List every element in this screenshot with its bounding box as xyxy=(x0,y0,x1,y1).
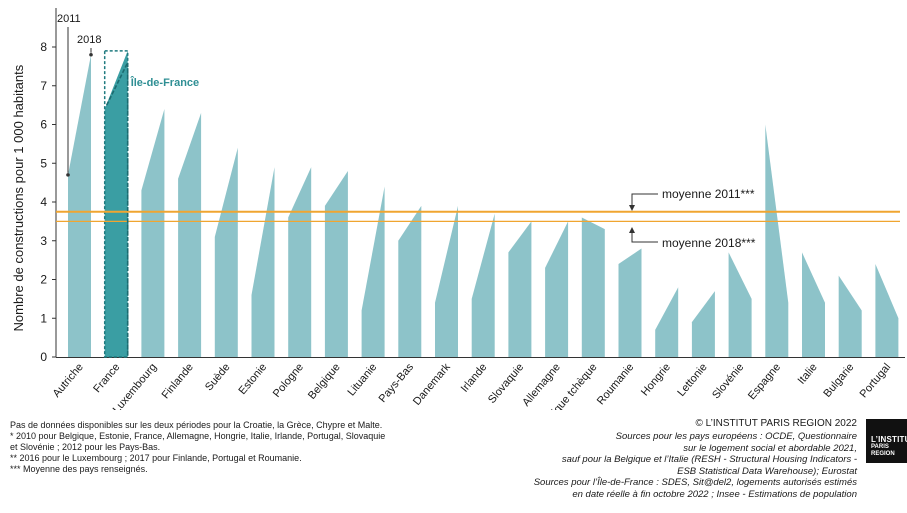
bar-area-belgique xyxy=(324,171,348,357)
x-category-label: Slovénie xyxy=(710,361,746,401)
average-label-2011: moyenne 2011*** xyxy=(662,187,755,201)
construction-rate-chart: 0 1 2 3 4 5 6 7 8 Nombre de constructions pour 1 … xyxy=(11,8,905,410)
idf-label: Île-de-France xyxy=(130,76,199,89)
bar-area-bulgarie xyxy=(838,275,862,357)
bar-area-italie xyxy=(802,252,825,357)
y-tick-label: 1 xyxy=(40,311,47,325)
y-tick-label: 2 xyxy=(40,273,47,287)
year-dot-2011 xyxy=(66,173,70,177)
x-category-label: Roumanie xyxy=(595,361,636,407)
bar-area-portugal xyxy=(875,264,899,357)
bar-area-république-tchèque xyxy=(581,217,605,357)
bar-area-irlande xyxy=(471,213,495,357)
year-dot-2018 xyxy=(89,52,93,57)
bar-area-slovaquie xyxy=(508,221,532,357)
x-category-label: Portugal xyxy=(858,361,894,400)
x-category-label: Bulgarie xyxy=(821,361,856,400)
x-category-label: Hongrie xyxy=(639,361,673,398)
average-label-2018: moyenne 2018*** xyxy=(662,236,756,250)
average-arrowhead-2011 xyxy=(629,205,635,211)
bar-area-suède xyxy=(214,147,238,357)
y-tick-label: 6 xyxy=(40,118,47,132)
x-category-label: Slovaquie xyxy=(486,361,526,406)
bar-area-allemagne xyxy=(545,221,569,357)
bar-area-lettonie xyxy=(691,291,715,357)
x-category-label: Belgique xyxy=(306,361,343,402)
bar-area-slovénie xyxy=(728,252,752,357)
bar-area-france xyxy=(104,50,128,357)
x-category-label: Suède xyxy=(203,361,233,393)
x-category-label: Finlande xyxy=(160,361,196,401)
bar-area-pays-bas xyxy=(398,205,422,357)
institut-logo: L’INSTITUT PARIS REGION xyxy=(866,419,907,463)
sources-note: Sources pour les pays européens : OCDE, … xyxy=(533,431,857,500)
x-category-label: Espagne xyxy=(746,361,783,402)
bar-area-luxembourg xyxy=(141,109,165,357)
logo-line-1: L’INSTITUT xyxy=(871,435,907,444)
x-category-label: Danemark xyxy=(411,361,453,408)
chart-notes: Pas de données disponibles sur les deux … xyxy=(10,420,386,474)
copyright: © L’INSTITUT PARIS REGION 2022 xyxy=(695,418,858,429)
x-category-label: Autriche xyxy=(51,361,86,400)
x-category-label: Estonie xyxy=(237,361,270,397)
y-tick-label: 0 xyxy=(40,350,47,364)
x-category-label: Lituanie xyxy=(345,361,379,398)
idf-dashed-line xyxy=(105,62,129,357)
bar-area-espagne xyxy=(765,124,789,357)
bar-area-roumanie xyxy=(618,248,642,357)
bar-area-danemark xyxy=(435,205,458,357)
y-tick-label: 8 xyxy=(40,40,47,54)
average-arrow-2011 xyxy=(631,193,658,208)
y-tick-label: 4 xyxy=(40,195,47,209)
x-category-label: Pologne xyxy=(271,361,306,400)
bar-area-finlande xyxy=(178,112,202,357)
x-category-label: Irlande xyxy=(459,361,490,394)
y-tick-label: 5 xyxy=(40,156,47,170)
bar-area-estonie xyxy=(251,167,275,357)
year-label-2018: 2018 xyxy=(77,34,101,46)
x-category-label: Lettonie xyxy=(675,361,709,399)
bar-area-autriche xyxy=(68,54,91,357)
average-arrowhead-2018 xyxy=(629,227,635,233)
y-axis-label: Nombre de constructions pour 1 000 habit… xyxy=(11,64,26,331)
logo-line-2: PARIS REGION xyxy=(871,444,895,457)
bar-area-lituanie xyxy=(361,186,385,357)
x-category-label: Italie xyxy=(796,361,820,387)
y-tick-label: 7 xyxy=(40,79,47,93)
y-tick-label: 3 xyxy=(40,234,47,248)
bar-area-hongrie xyxy=(655,287,679,357)
x-category-label: Pays-Bas xyxy=(377,361,417,405)
x-category-label: France xyxy=(91,361,122,395)
year-label-2011: 2011 xyxy=(57,13,81,25)
bar-area-pologne xyxy=(288,167,312,357)
average-arrow-2018 xyxy=(631,230,658,243)
